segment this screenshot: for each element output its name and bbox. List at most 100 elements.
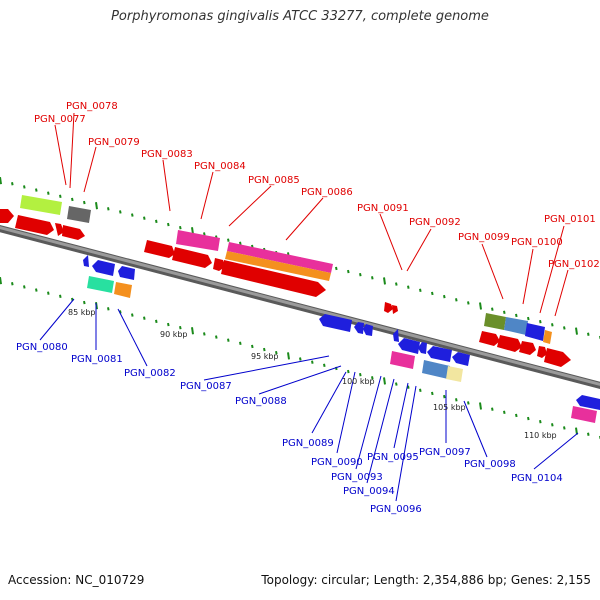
gene-pgn-0100-box[interactable]: [504, 317, 528, 335]
gene-pgn-0085[interactable]: [227, 242, 333, 273]
gene-pgn-0078-gray[interactable]: [67, 206, 91, 223]
tick-mark: [587, 332, 590, 336]
tick-mark: [551, 323, 554, 327]
gene-pgn-0093b[interactable]: [418, 342, 427, 354]
gene-pgn-0082-box[interactable]: [114, 282, 132, 298]
gene-pgn-0084b[interactable]: [213, 258, 225, 271]
tick-mark: [515, 313, 518, 318]
genes-text: Genes: 2,155: [510, 573, 591, 587]
gene-label: PGN_0091: [357, 203, 409, 214]
scale-label: 85 kbp: [68, 308, 96, 317]
scale-label: 100 kbp: [342, 377, 375, 386]
tick-mark: [47, 191, 50, 195]
tick-mark: [491, 407, 494, 411]
backbone-group: [0, 224, 600, 390]
gene-pgn-0101[interactable]: [537, 346, 547, 358]
gene-pgn-0077[interactable]: [15, 215, 54, 235]
gene-pgn-0087[interactable]: [319, 314, 352, 332]
tick-mark: [35, 188, 38, 192]
tick-mark: [587, 432, 590, 436]
gene-pgn-0086-orange[interactable]: [225, 251, 331, 281]
gene-pgn-0099-box[interactable]: [484, 313, 506, 330]
gene-pgn-0077b[interactable]: [55, 223, 64, 236]
gene-pgn-0079[interactable]: [62, 225, 85, 240]
gene-pgn-0100c[interactable]: [519, 341, 536, 355]
tick-mark: [59, 194, 62, 198]
gene-pgn-0101-box[interactable]: [543, 330, 552, 344]
gene-label: PGN_0090: [311, 457, 363, 468]
gene-label: PGN_0104: [511, 473, 563, 484]
gene-pgn-0086[interactable]: [221, 260, 326, 297]
tick-mark: [563, 326, 566, 330]
gene-pgn-0100[interactable]: [497, 335, 522, 352]
tick-mark: [131, 213, 134, 217]
scale-label: 95 kbp: [251, 352, 279, 361]
topology-text: Topology: circular;: [261, 573, 370, 587]
tick-mark: [167, 222, 170, 227]
gene-label: PGN_0079: [88, 137, 140, 148]
gene-pgn-0084-box[interactable]: [176, 230, 220, 251]
tick-mark: [551, 423, 554, 427]
gene-label: PGN_0083: [141, 149, 193, 160]
gene-pgn-0078-box[interactable]: [20, 195, 62, 215]
gene-pgn-0094[interactable]: [427, 346, 452, 362]
gene-pgn-0096-box[interactable]: [422, 360, 450, 379]
gene-pgn-0092[interactable]: [392, 305, 398, 314]
tick-mark: [359, 372, 362, 377]
gene-pgn-0104[interactable]: [576, 395, 600, 410]
tick-mark: [239, 241, 242, 246]
gene-pgn-0088[interactable]: [354, 322, 364, 334]
gene-label: PGN_0093: [331, 472, 383, 483]
tick-mark: [203, 232, 206, 236]
scale-label: 110 kbp: [524, 431, 557, 440]
tick-mark: [371, 276, 374, 280]
gene-label: PGN_0095: [367, 452, 419, 463]
tick-mark: [107, 207, 110, 211]
tick-mark: [239, 341, 242, 346]
forward-gene-labels: PGN_0077 PGN_0078 PGN_0079 PGN_0083 PGN_…: [34, 101, 600, 270]
tick-mark: [71, 197, 74, 202]
gene-pgn-0097-box[interactable]: [446, 366, 463, 382]
gene-pgn-0104-box[interactable]: [571, 406, 597, 423]
gene-label: PGN_0078: [66, 101, 118, 112]
gene-pgn-0089[interactable]: [363, 324, 373, 336]
tick-mark: [479, 402, 482, 410]
gene-label: PGN_0087: [180, 381, 232, 392]
gene-label: PGN_0097: [419, 447, 471, 458]
gene-pgn-0084[interactable]: [172, 247, 212, 268]
tick-mark: [227, 338, 230, 342]
tick-mark: [527, 316, 530, 321]
forward-genes: [0, 195, 571, 367]
tick-mark: [443, 394, 446, 399]
gene-pgn-0099[interactable]: [479, 331, 500, 346]
gene-pgn-0081-box[interactable]: [87, 276, 114, 293]
tick-mark: [0, 176, 2, 185]
tick-mark: [23, 185, 26, 189]
gene-pgn-0091[interactable]: [384, 302, 393, 313]
gene-pgn-0076[interactable]: [0, 209, 14, 223]
gene-pgn-0102[interactable]: [544, 348, 571, 367]
gene-pgn-0095-box[interactable]: [390, 351, 415, 369]
gene-label: PGN_0088: [235, 396, 287, 407]
gene-pgn-0081b[interactable]: [118, 266, 135, 280]
tick-mark: [467, 301, 470, 305]
gene-pgn-0093[interactable]: [398, 338, 420, 354]
gene-pgn-0083[interactable]: [144, 240, 175, 258]
tick-mark: [539, 420, 542, 424]
gene-pgn-0090[interactable]: [393, 329, 399, 342]
gene-pgn-0095[interactable]: [452, 352, 470, 366]
gene-pgn-0080[interactable]: [83, 255, 89, 267]
gene-label: PGN_0102: [548, 259, 600, 270]
tick-mark: [23, 285, 26, 289]
tick-mark: [431, 391, 434, 396]
tick-mark: [371, 376, 374, 380]
tick-mark: [311, 360, 314, 364]
tick-mark: [119, 210, 122, 214]
tick-mark: [107, 307, 110, 311]
tick-mark: [563, 426, 566, 430]
gene-pgn-0100b[interactable]: [525, 323, 545, 341]
gene-label: PGN_0089: [282, 438, 334, 449]
gene-pgn-0081[interactable]: [92, 260, 115, 276]
tick-mark: [143, 316, 146, 320]
